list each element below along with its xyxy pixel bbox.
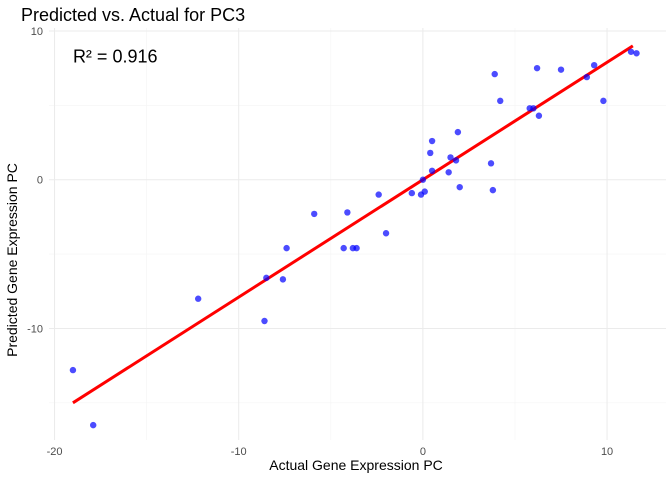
data-point	[452, 157, 460, 164]
data-point	[557, 66, 565, 73]
data-point	[419, 176, 427, 183]
x-axis-title: Actual Gene Expression PC	[269, 457, 443, 473]
chart-title: Predicted vs. Actual for PC3	[21, 5, 245, 25]
regression-line	[72, 44, 634, 405]
data-points	[69, 48, 640, 429]
y-axis-title: Predicted Gene Expression PC	[4, 163, 20, 357]
x-tick-label: -10	[231, 446, 247, 458]
x-tick-label: -20	[47, 446, 63, 458]
data-point	[456, 183, 463, 191]
data-point	[497, 97, 504, 105]
data-point	[489, 186, 497, 194]
data-point	[69, 366, 77, 374]
data-point	[445, 169, 452, 176]
data-point	[491, 70, 498, 78]
data-point	[487, 160, 495, 167]
data-point	[533, 64, 541, 72]
r-squared-annotation: R² = 0.916	[73, 46, 158, 66]
data-point	[283, 244, 290, 252]
data-point	[428, 167, 436, 174]
x-tick-label: 10	[601, 446, 613, 458]
y-tick-label: 10	[31, 26, 43, 38]
data-point	[353, 244, 360, 252]
data-point	[633, 50, 640, 57]
data-point	[311, 210, 318, 218]
data-point	[344, 209, 351, 216]
data-point	[279, 276, 287, 283]
data-point	[263, 274, 270, 282]
data-point	[428, 137, 436, 145]
data-point	[600, 97, 607, 105]
data-point	[382, 230, 390, 237]
data-point	[340, 244, 347, 252]
data-point	[535, 112, 543, 119]
data-point	[90, 421, 97, 429]
y-tick-label: 0	[37, 175, 43, 187]
data-point	[590, 61, 598, 69]
data-point	[408, 189, 416, 197]
data-point	[421, 188, 428, 195]
data-point	[194, 295, 202, 302]
data-point	[261, 317, 268, 325]
data-point	[447, 154, 454, 161]
data-point	[454, 128, 462, 136]
data-point	[530, 105, 537, 112]
x-tick-label: 0	[420, 446, 426, 458]
data-point	[375, 191, 382, 198]
data-point	[627, 48, 635, 55]
y-tick-label: -10	[27, 323, 43, 335]
data-point	[583, 73, 591, 81]
y-axis-ticks: -10 0 10	[27, 26, 43, 335]
data-point	[427, 149, 434, 157]
fit-line-group	[72, 44, 634, 405]
x-axis-ticks: -20 -10 0 10	[47, 446, 614, 458]
grid	[49, 28, 666, 440]
